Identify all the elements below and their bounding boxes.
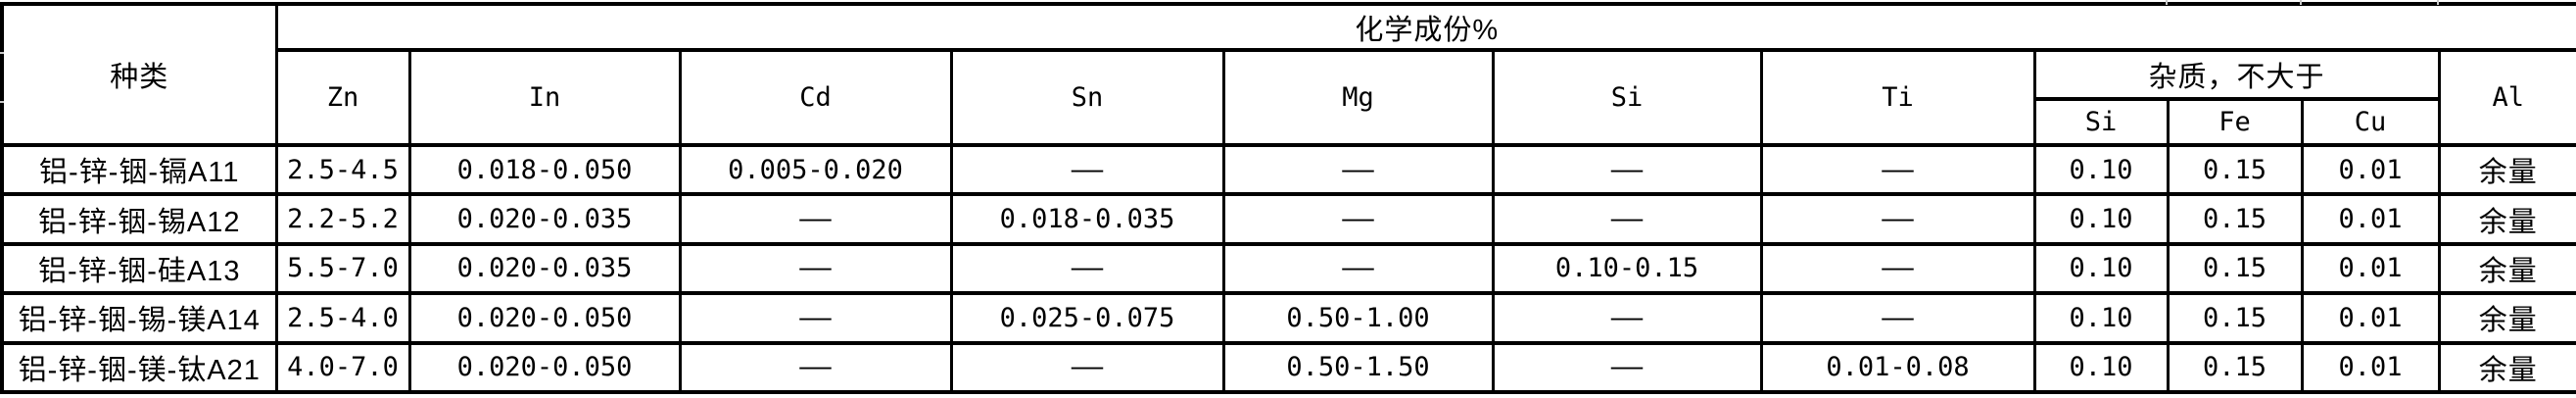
- cell-ti: 0.01-0.08: [1759, 340, 2036, 395]
- cell-mg: 0.50-1.00: [1221, 291, 1495, 345]
- cell-al: 余量: [2437, 340, 2576, 395]
- table-row-a12: 铝-锌-铟-锡A12 2.2-5.2 0.020-0.035 —— 0.018-…: [0, 192, 2576, 246]
- cell-imp-cu: 0.01: [2300, 340, 2441, 395]
- cell-imp-cu: 0.01: [2300, 291, 2441, 345]
- gridline-artifact: [2166, 0, 2168, 5]
- cell-imp-fe: 0.15: [2166, 340, 2304, 395]
- cell-zn: 5.5-7.0: [274, 241, 411, 296]
- cell-in: 0.020-0.050: [407, 340, 682, 395]
- cell-zn: 2.2-5.2: [274, 192, 411, 246]
- gridline-artifact: [0, 52, 4, 54]
- cell-al: 余量: [2437, 192, 2576, 246]
- cell-mg: ——: [1221, 241, 1495, 296]
- cell-imp-fe: 0.15: [2166, 291, 2304, 345]
- cell-in: 0.020-0.035: [407, 241, 682, 296]
- col-header-sn: Sn: [949, 48, 1225, 147]
- cell-sn: ——: [949, 340, 1225, 395]
- cell-cd: ——: [678, 340, 953, 395]
- col-header-zn: Zn: [274, 48, 411, 147]
- cell-al: 余量: [2437, 142, 2576, 197]
- cell-cd: ——: [678, 291, 953, 345]
- cell-in: 0.018-0.050: [407, 142, 682, 197]
- cell-cd: ——: [678, 241, 953, 296]
- cell-kind: 铝-锌-铟-锡A12: [0, 192, 278, 246]
- col-header-cd: Cd: [678, 48, 953, 147]
- col-header-imp-fe: Fe: [2166, 97, 2304, 147]
- cell-al: 余量: [2437, 241, 2576, 296]
- cell-si: ——: [1491, 340, 1763, 395]
- cell-kind: 铝-锌-铟-镁-钛A21: [0, 340, 278, 395]
- col-header-ti: Ti: [1759, 48, 2036, 147]
- col-header-impurities: 杂质，不大于: [2032, 48, 2441, 101]
- cell-ti: ——: [1759, 241, 2036, 296]
- col-header-in: In: [407, 48, 682, 147]
- table-row-a11: 铝-锌-铟-镉A11 2.5-4.5 0.018-0.050 0.005-0.0…: [0, 142, 2576, 197]
- cell-zn: 2.5-4.0: [274, 291, 411, 345]
- cell-imp-si: 0.10: [2032, 241, 2170, 296]
- cell-imp-si: 0.10: [2032, 142, 2170, 197]
- gridline-artifact: [0, 101, 4, 103]
- cell-imp-si: 0.10: [2032, 192, 2170, 246]
- cell-imp-si: 0.10: [2032, 340, 2170, 395]
- cell-cd: 0.005-0.020: [678, 142, 953, 197]
- cell-ti: ——: [1759, 192, 2036, 246]
- col-header-composition: 化学成份%: [274, 2, 2576, 52]
- col-header-imp-si: Si: [2032, 97, 2170, 147]
- cell-imp-cu: 0.01: [2300, 192, 2441, 246]
- cell-kind: 铝-锌-铟-硅A13: [0, 241, 278, 296]
- cell-imp-cu: 0.01: [2300, 241, 2441, 296]
- cell-sn: 0.018-0.035: [949, 192, 1225, 246]
- cell-sn: 0.025-0.075: [949, 291, 1225, 345]
- cell-zn: 2.5-4.5: [274, 142, 411, 197]
- cell-mg: ——: [1221, 192, 1495, 246]
- col-header-imp-cu: Cu: [2300, 97, 2441, 147]
- cell-sn: ——: [949, 142, 1225, 197]
- cell-sn: ——: [949, 241, 1225, 296]
- gridline-artifact: [2300, 0, 2302, 5]
- cell-ti: ——: [1759, 142, 2036, 197]
- cell-si: ——: [1491, 192, 1763, 246]
- col-header-al: Al: [2437, 48, 2576, 147]
- col-header-mg: Mg: [1221, 48, 1495, 147]
- cell-imp-fe: 0.15: [2166, 142, 2304, 197]
- cell-imp-si: 0.10: [2032, 291, 2170, 345]
- cell-cd: ——: [678, 192, 953, 246]
- cell-in: 0.020-0.050: [407, 291, 682, 345]
- col-header-si: Si: [1491, 48, 1763, 147]
- cell-si: ——: [1491, 142, 1763, 197]
- gridline-artifact: [2437, 0, 2439, 5]
- cell-si: ——: [1491, 291, 1763, 345]
- cell-in: 0.020-0.035: [407, 192, 682, 246]
- cell-ti: ——: [1759, 291, 2036, 345]
- cell-mg: ——: [1221, 142, 1495, 197]
- cell-imp-fe: 0.15: [2166, 241, 2304, 296]
- cell-imp-cu: 0.01: [2300, 142, 2441, 197]
- cell-zn: 4.0-7.0: [274, 340, 411, 395]
- cell-kind: 铝-锌-铟-镉A11: [0, 142, 278, 197]
- cell-al: 余量: [2437, 291, 2576, 345]
- col-header-kind: 种类: [0, 2, 278, 147]
- cell-si: 0.10-0.15: [1491, 241, 1763, 296]
- table-row-a21: 铝-锌-铟-镁-钛A21 4.0-7.0 0.020-0.050 —— —— 0…: [0, 340, 2576, 395]
- cell-kind: 铝-锌-铟-锡-镁A14: [0, 291, 278, 345]
- cell-mg: 0.50-1.50: [1221, 340, 1495, 395]
- table-row-a13: 铝-锌-铟-硅A13 5.5-7.0 0.020-0.035 —— —— —— …: [0, 241, 2576, 296]
- table-row-a14: 铝-锌-铟-锡-镁A14 2.5-4.0 0.020-0.050 —— 0.02…: [0, 291, 2576, 345]
- cell-imp-fe: 0.15: [2166, 192, 2304, 246]
